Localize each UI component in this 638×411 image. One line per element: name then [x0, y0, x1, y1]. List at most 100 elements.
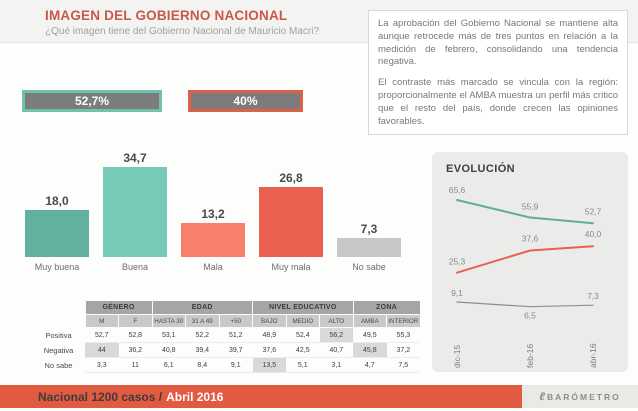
table-cell: 52,2	[185, 327, 220, 343]
bar-category-label: Muy buena	[34, 262, 80, 272]
crosstab-wrap: GÉNERO EDAD NIVEL EDUCATIVO ZONA M F HASTA 30 3…	[30, 300, 421, 373]
table-cell: 42,5	[286, 342, 320, 358]
x-axis-label: abr-16	[588, 343, 598, 368]
table-row: Positiva 52,7 52,8 53,1 52,2 51,2 48,9 52,4 56,2…	[30, 327, 421, 343]
bar	[103, 166, 167, 257]
table-cell: 9,1	[219, 357, 253, 373]
table-cell: 55,3	[386, 327, 421, 343]
table-subheader: AMBA	[352, 314, 388, 328]
table-cell: 44	[85, 342, 119, 358]
table-cell: 52,7	[85, 327, 119, 343]
table-corner	[30, 315, 85, 328]
point-value-label: 37,6	[522, 234, 539, 244]
point-value-label: 25,3	[449, 257, 466, 267]
table-cell: 49,5	[353, 327, 387, 343]
bar	[181, 222, 245, 257]
table-subheader: M	[84, 314, 119, 328]
negative-total-badge: 40%	[188, 90, 303, 112]
table-cell: 53,1	[152, 327, 186, 343]
line-series	[456, 199, 594, 225]
table-cell: 13,5	[252, 357, 287, 373]
table-subheader: ALTO	[319, 314, 354, 328]
table-cell: 3,3	[85, 357, 119, 373]
point-value-label: 9,1	[451, 288, 463, 298]
bar-category-label: Buena	[121, 262, 149, 272]
table-subheader: INTERIOR	[386, 314, 421, 328]
barometro-logo: ℓ BARÓMETRO	[522, 385, 638, 408]
bar	[337, 238, 401, 257]
point-value-label: 7,3	[587, 291, 599, 301]
page-title: IMAGEN DEL GOBIERNO NACIONAL	[45, 8, 288, 23]
table-cell: 37,6	[252, 342, 287, 358]
summary-paragraph-2: El contraste más marcado se vincula con …	[378, 77, 618, 127]
table-cell: 36,2	[118, 342, 153, 358]
table-cell: 40,7	[319, 342, 354, 358]
table-cell: 56,2	[319, 327, 354, 343]
table-subheader: 31 A 49	[185, 314, 220, 328]
table-cell: 39,7	[219, 342, 253, 358]
bar-value-label: 26,8	[279, 171, 303, 186]
positive-total-badge: 52,7%	[22, 90, 162, 112]
bar-value-label: 18,0	[45, 194, 69, 209]
table-cell: 7,5	[386, 357, 421, 373]
table-subheader: +50	[218, 314, 254, 328]
table-row-label: No sabe	[44, 360, 73, 370]
point-value-label: 6,5	[524, 311, 536, 321]
bar-value-label: 13,2	[201, 206, 225, 221]
table-group-header: GÉNERO	[84, 300, 153, 315]
table-group-header: ZONA	[352, 300, 421, 315]
crosstab-table: GÉNERO EDAD NIVEL EDUCATIVO ZONA M F HASTA 30 3…	[30, 300, 421, 373]
line-series	[456, 245, 594, 274]
bar	[259, 187, 323, 257]
point-value-label: 40,0	[585, 229, 602, 239]
table-cell: 3,1	[319, 357, 354, 373]
evolution-panel: EVOLUCIÓN 65,6 55,9 52,7 25,3 37,6 40,0 9,1 6,5…	[432, 152, 628, 372]
x-axis-label: feb-16	[525, 344, 535, 368]
bar-chart: 18,0 Muy buena 34,7 Buena 13,2 Mala 26,8 Muy ma…	[0, 0, 425, 285]
table-cell: 6,1	[152, 357, 186, 373]
bar-category-label: No sabe	[352, 262, 386, 272]
table-cell: 11	[118, 357, 153, 373]
table-cell: 8,4	[185, 357, 220, 373]
table-corner	[30, 301, 85, 315]
table-cell: 4,7	[353, 357, 387, 373]
barometro-name: BARÓMETRO	[546, 391, 621, 402]
table-subheader: F	[118, 314, 153, 328]
table-cell: 48,9	[252, 327, 287, 343]
page-subtitle: ¿Qué imagen tiene del Gobierno Nacional …	[45, 26, 320, 37]
table-row: Negativa 44 36,2 40,8 39,4 39,7 37,6 42,5 40,7 45…	[30, 342, 421, 358]
bar-value-label: 7,3	[360, 222, 378, 237]
bar	[25, 210, 89, 257]
table-cell: 39,4	[185, 342, 220, 358]
table-row-label: Negativa	[43, 345, 74, 355]
evolution-title: EVOLUCIÓN	[446, 163, 515, 175]
table-row-label: Positiva	[45, 330, 72, 340]
point-value-label: 65,6	[449, 185, 466, 195]
table-subheader: MEDIO	[285, 314, 321, 328]
summary-paragraph-1: La aprobación del Gobierno Nacional se m…	[378, 18, 618, 68]
bar-value-label: 34,7	[123, 150, 147, 165]
x-axis-label: dic-15	[452, 345, 462, 368]
summary-box: La aprobación del Gobierno Nacional se m…	[368, 10, 628, 135]
footer-date-text: Abril 2016	[166, 389, 224, 404]
table-cell: 40,8	[152, 342, 186, 358]
bar-category-label: Muy mala	[271, 262, 311, 272]
table-subheader: HASTA 30	[151, 314, 187, 328]
table-cell: 37,2	[386, 342, 421, 358]
footer-bar: Nacional 1200 casos / Abril 2016	[0, 385, 522, 408]
table-subheader: BAJO	[252, 314, 287, 328]
table-cell: 45,8	[353, 342, 387, 358]
table-cell: 52,4	[286, 327, 320, 343]
table-row: No sabe 3,3 11 6,1 8,4 9,1 13,5 5,1 3,1 4,7 7,5	[30, 357, 421, 373]
barometro-glyph-icon: ℓ	[539, 390, 545, 403]
evolution-chart: 65,6 55,9 52,7 25,3 37,6 40,0 9,1 6,5 7,3 dic-15 f…	[449, 185, 602, 368]
bar-category-label: Mala	[203, 262, 223, 272]
line-series	[456, 301, 594, 308]
table-cell: 52,8	[118, 327, 153, 343]
footer-sample-text: Nacional 1200 casos /	[38, 389, 163, 404]
table-group-header: NIVEL EDUCATIVO	[252, 300, 354, 315]
table-cell: 5,1	[286, 357, 320, 373]
point-value-label: 55,9	[522, 202, 539, 212]
table-cell: 51,2	[219, 327, 253, 343]
